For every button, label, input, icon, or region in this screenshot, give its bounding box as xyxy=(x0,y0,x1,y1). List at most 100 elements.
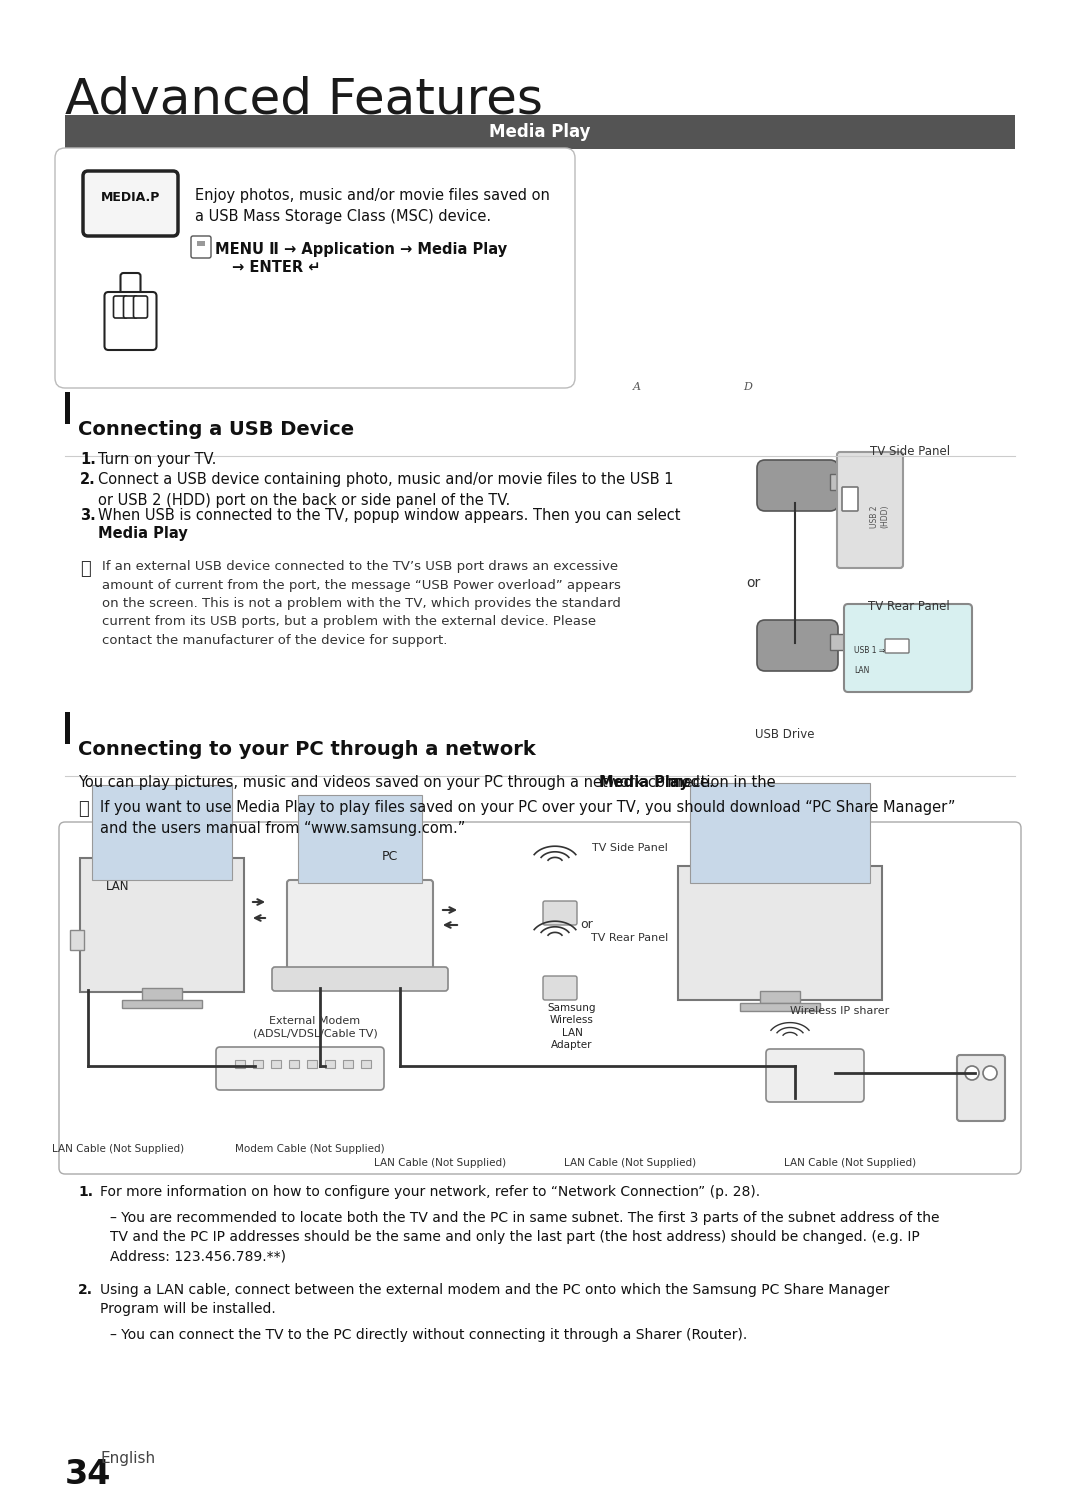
Bar xyxy=(325,1060,335,1067)
Bar xyxy=(65,712,70,745)
Text: → ENTER ↵: → ENTER ↵ xyxy=(232,260,321,275)
Bar xyxy=(289,1060,299,1067)
FancyBboxPatch shape xyxy=(105,292,157,350)
Text: 3.: 3. xyxy=(80,508,96,523)
Text: Advanced Features: Advanced Features xyxy=(65,75,543,123)
Text: 1.: 1. xyxy=(78,1186,93,1199)
Bar xyxy=(235,1060,245,1067)
Text: USB 2
(HDD): USB 2 (HDD) xyxy=(870,505,890,529)
Bar xyxy=(690,783,870,884)
Text: TV Side Panel: TV Side Panel xyxy=(592,843,667,854)
FancyBboxPatch shape xyxy=(543,976,577,1000)
FancyBboxPatch shape xyxy=(757,460,838,511)
Bar xyxy=(307,1060,318,1067)
Bar xyxy=(271,1060,281,1067)
Text: Media Play: Media Play xyxy=(98,526,188,541)
FancyBboxPatch shape xyxy=(272,967,448,991)
Text: Connect a USB device containing photo, music and/or movie files to the USB 1
or : Connect a USB device containing photo, m… xyxy=(98,472,674,508)
FancyBboxPatch shape xyxy=(843,604,972,692)
Text: or: or xyxy=(581,918,593,931)
Text: TV Side Panel: TV Side Panel xyxy=(869,446,950,457)
Text: LAN: LAN xyxy=(854,665,869,676)
FancyBboxPatch shape xyxy=(134,296,148,318)
Bar xyxy=(65,392,70,425)
Text: LAN Cable (Not Supplied): LAN Cable (Not Supplied) xyxy=(564,1159,697,1168)
Text: ␹: ␹ xyxy=(78,800,89,818)
FancyBboxPatch shape xyxy=(59,822,1021,1174)
FancyBboxPatch shape xyxy=(757,620,838,671)
Bar xyxy=(760,991,800,1003)
FancyBboxPatch shape xyxy=(678,866,882,1000)
Text: ␹: ␹ xyxy=(80,561,91,579)
FancyBboxPatch shape xyxy=(216,1046,384,1090)
Text: Turn on your TV.: Turn on your TV. xyxy=(98,451,216,466)
Text: External Modem
(ADSL/VDSL/Cable TV): External Modem (ADSL/VDSL/Cable TV) xyxy=(253,1017,377,1039)
Text: Modem Cable (Not Supplied): Modem Cable (Not Supplied) xyxy=(235,1144,384,1154)
Text: LAN: LAN xyxy=(106,881,130,893)
Text: English: English xyxy=(100,1452,156,1467)
Text: Enjoy photos, music and/or movie files saved on
a USB Mass Storage Class (MSC) d: Enjoy photos, music and/or movie files s… xyxy=(195,188,550,224)
Text: Connecting to your PC through a network: Connecting to your PC through a network xyxy=(78,740,536,759)
Text: USB 1 ⇒: USB 1 ⇒ xyxy=(854,646,886,655)
FancyBboxPatch shape xyxy=(80,858,244,993)
Text: TV Rear Panel: TV Rear Panel xyxy=(592,933,669,943)
Text: or: or xyxy=(746,576,760,591)
FancyBboxPatch shape xyxy=(123,296,137,318)
FancyBboxPatch shape xyxy=(287,881,433,987)
Text: 2.: 2. xyxy=(78,1283,93,1298)
Bar xyxy=(70,930,84,949)
FancyBboxPatch shape xyxy=(837,451,903,568)
Text: Using a LAN cable, connect between the external modem and the PC onto which the : Using a LAN cable, connect between the e… xyxy=(100,1283,889,1317)
FancyBboxPatch shape xyxy=(121,274,140,309)
FancyBboxPatch shape xyxy=(885,638,909,653)
Text: A: A xyxy=(633,383,642,392)
Circle shape xyxy=(966,1066,978,1079)
Text: LAN Cable (Not Supplied): LAN Cable (Not Supplied) xyxy=(374,1159,507,1168)
Text: PC: PC xyxy=(382,851,399,863)
FancyBboxPatch shape xyxy=(766,1049,864,1102)
FancyBboxPatch shape xyxy=(957,1055,1005,1121)
Text: mode.: mode. xyxy=(663,774,714,789)
Bar xyxy=(298,795,422,884)
Text: MENU Ⅱ → Application → Media Play: MENU Ⅱ → Application → Media Play xyxy=(215,242,508,257)
Bar xyxy=(831,474,852,490)
Bar xyxy=(343,1060,353,1067)
Circle shape xyxy=(983,1066,997,1079)
FancyBboxPatch shape xyxy=(191,236,211,259)
Text: Connecting a USB Device: Connecting a USB Device xyxy=(78,420,354,440)
Bar xyxy=(92,785,232,881)
Text: If you want to use Media Play to play files saved on your PC over your TV, you s: If you want to use Media Play to play fi… xyxy=(100,800,956,836)
Text: Samsung
Wireless
LAN
Adapter: Samsung Wireless LAN Adapter xyxy=(548,1003,596,1049)
FancyBboxPatch shape xyxy=(113,296,127,318)
Text: Media Play: Media Play xyxy=(598,774,689,789)
Text: When USB is connected to the TV, popup window appears. Then you can select: When USB is connected to the TV, popup w… xyxy=(98,508,680,544)
Text: TV Rear Panel: TV Rear Panel xyxy=(868,599,950,613)
Text: – You are recommended to locate both the TV and the PC in same subnet. The first: – You are recommended to locate both the… xyxy=(110,1211,940,1263)
Text: 1.: 1. xyxy=(80,451,96,466)
Text: D: D xyxy=(743,383,753,392)
Text: USB Drive: USB Drive xyxy=(755,728,814,742)
Bar xyxy=(831,634,852,650)
Text: Wireless IP sharer: Wireless IP sharer xyxy=(791,1006,890,1017)
Text: MEDIA.P: MEDIA.P xyxy=(100,191,160,203)
FancyBboxPatch shape xyxy=(83,170,178,236)
Bar xyxy=(740,1003,820,1011)
Bar xyxy=(253,1060,264,1067)
Text: 2.: 2. xyxy=(80,472,96,487)
Text: LAN Cable (Not Supplied): LAN Cable (Not Supplied) xyxy=(52,1144,184,1154)
FancyBboxPatch shape xyxy=(842,487,858,511)
Bar xyxy=(65,115,1015,150)
Text: LAN Cable (Not Supplied): LAN Cable (Not Supplied) xyxy=(784,1159,916,1168)
Text: 34: 34 xyxy=(65,1458,111,1491)
Bar xyxy=(197,241,205,247)
FancyBboxPatch shape xyxy=(543,901,577,925)
Text: For more information on how to configure your network, refer to “Network Connect: For more information on how to configure… xyxy=(100,1186,760,1199)
Bar xyxy=(361,1060,372,1067)
Text: Media Play: Media Play xyxy=(489,123,591,141)
FancyBboxPatch shape xyxy=(55,148,575,389)
Text: If an external USB device connected to the TV’s USB port draws an excessive
amou: If an external USB device connected to t… xyxy=(102,561,621,647)
Bar xyxy=(122,1000,202,1008)
Text: You can play pictures, music and videos saved on your PC through a network conne: You can play pictures, music and videos … xyxy=(78,774,780,789)
Text: – You can connect the TV to the PC directly without connecting it through a Shar: – You can connect the TV to the PC direc… xyxy=(110,1328,747,1343)
Bar xyxy=(141,988,183,1000)
